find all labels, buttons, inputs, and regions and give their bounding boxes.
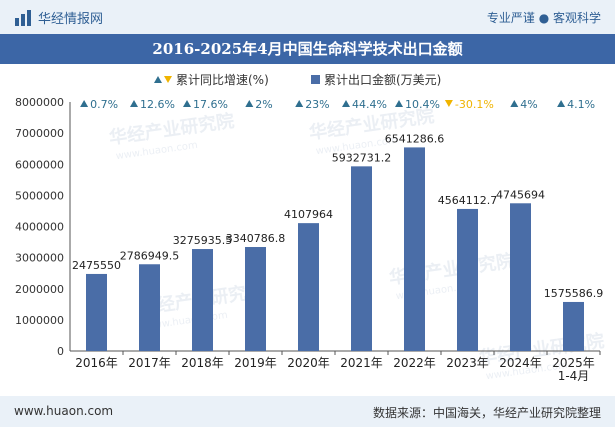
growth-value-label: 4.1% xyxy=(567,98,595,111)
y-tick-label: 2000000 xyxy=(15,283,64,296)
bar xyxy=(245,247,266,351)
x-tick-label: 2017年 xyxy=(128,356,171,370)
x-tick-label: 2016年 xyxy=(75,356,118,370)
growth-value-label: 0.7% xyxy=(90,98,118,111)
legend-up-triangle-icon xyxy=(154,76,162,83)
x-tick-label: 2025年 xyxy=(552,356,595,370)
bar xyxy=(457,208,478,351)
growth-up-triangle-icon xyxy=(245,100,254,107)
growth-up-triangle-icon xyxy=(295,100,304,107)
brand-logo-icon xyxy=(15,9,31,26)
bar-value-label: 5932731.2 xyxy=(332,151,392,164)
bar-value-label: 3275935.5 xyxy=(173,234,233,247)
bar-value-label: 2475550 xyxy=(72,259,121,272)
growth-value-label: -30.1% xyxy=(455,98,494,111)
growth-value-label: 10.4% xyxy=(405,98,440,111)
bar xyxy=(298,223,319,351)
growth-down-triangle-icon xyxy=(444,100,453,107)
y-tick-label: 5000000 xyxy=(15,189,64,202)
legend-amount-label: 累计出口金额(万美元) xyxy=(324,72,441,87)
y-tick-label: 4000000 xyxy=(15,221,64,234)
bar-value-label: 6541286.6 xyxy=(385,132,445,145)
bar-value-label: 1575586.9 xyxy=(544,287,604,300)
y-tick-label: 0 xyxy=(57,345,64,358)
x-tick-label: 2024年 xyxy=(499,356,542,370)
growth-value-label: 44.4% xyxy=(352,98,387,111)
growth-value-label: 4% xyxy=(520,98,537,111)
tagline: 专业严谨 ● 客观科学 xyxy=(486,11,601,25)
bar-value-label: 4745694 xyxy=(496,188,545,201)
growth-up-triangle-icon xyxy=(510,100,519,107)
bar xyxy=(192,249,213,351)
chart-title: 2016-2025年4月中国生命科学技术出口金额 xyxy=(0,34,615,64)
x-tick-label: 2022年 xyxy=(393,356,436,370)
growth-up-triangle-icon xyxy=(395,100,403,107)
growth-up-triangle-icon xyxy=(557,100,566,107)
bar xyxy=(404,147,425,351)
growth-value-label: 17.6% xyxy=(193,98,228,111)
growth-value-label: 12.6% xyxy=(140,98,175,111)
header-bar: 华经情报网 专业严谨 ● 客观科学 xyxy=(0,0,615,34)
x-tick-label: 2020年 xyxy=(287,356,330,370)
y-tick-label: 6000000 xyxy=(15,158,64,171)
bar xyxy=(510,203,531,351)
footer-bar: www.huaon.com 数据来源：中国海关，华经产业研究院整理 xyxy=(0,396,615,427)
x-tick-label: 2019年 xyxy=(234,356,277,370)
growth-up-triangle-icon xyxy=(342,100,350,107)
bar xyxy=(563,301,584,351)
y-tick-label: 8000000 xyxy=(15,96,64,109)
brand-name: 华经情报网 xyxy=(38,12,104,27)
bar xyxy=(351,166,372,351)
y-tick-label: 3000000 xyxy=(15,252,64,265)
x-tick-label: 1-4月 xyxy=(558,369,590,383)
x-tick-label: 2023年 xyxy=(446,356,489,370)
growth-value-label: 23% xyxy=(305,98,329,111)
bar-value-label: 4107964 xyxy=(284,208,333,221)
bar xyxy=(139,264,160,351)
growth-value-label: 2% xyxy=(255,98,272,111)
x-tick-label: 2021年 xyxy=(340,356,383,370)
bar-value-label: 3340786.8 xyxy=(226,232,286,245)
legend-growth-label: 累计同比增速(%) xyxy=(176,73,269,87)
footer-website[interactable]: www.huaon.com xyxy=(14,404,114,418)
growth-up-triangle-icon xyxy=(183,100,191,107)
brand[interactable]: 华经情报网 xyxy=(14,8,103,27)
chart-area: 华经产业研究院www.huaon.com华经产业研究院www.huaon.com… xyxy=(15,72,605,383)
bar xyxy=(86,273,107,351)
legend-amount-swatch xyxy=(311,75,320,84)
y-tick-label: 1000000 xyxy=(15,314,64,327)
bar-value-label: 4564112.7 xyxy=(438,194,498,207)
growth-up-triangle-icon xyxy=(80,100,89,107)
x-tick-label: 2018年 xyxy=(181,356,224,370)
growth-up-triangle-icon xyxy=(130,100,138,107)
legend-down-triangle-icon xyxy=(164,76,172,83)
y-tick-label: 7000000 xyxy=(15,127,64,140)
bar-value-label: 2786949.5 xyxy=(120,249,180,262)
footer-source: 数据来源：中国海关，华经产业研究院整理 xyxy=(372,406,601,420)
